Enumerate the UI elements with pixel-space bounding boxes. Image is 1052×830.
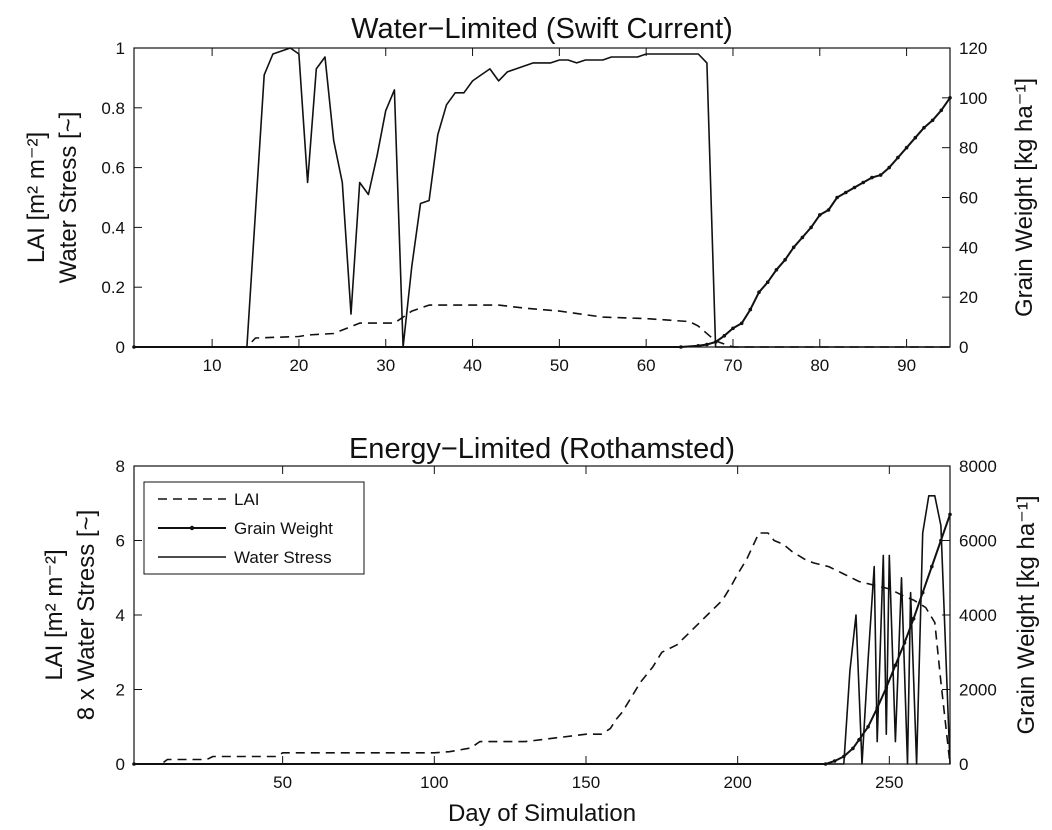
chart0-grain-weight-point	[844, 190, 848, 195]
chart1-x-tick-label: 250	[875, 773, 903, 792]
chart0-series-group	[132, 47, 952, 349]
chart0-grain-weight-point	[783, 258, 787, 262]
chart1-legend: LAI Grain Weight Water Stress	[143, 481, 365, 575]
chart0-series-grain-weight-line	[134, 97, 951, 348]
chart0-y2-tick-label: 60	[959, 189, 978, 208]
chart0-grain-weight-point	[791, 245, 796, 250]
chart0-grain-weight-point	[748, 307, 753, 312]
chart0-series-water-stress-line	[134, 47, 950, 348]
chart0-y2-tick-label: 40	[959, 238, 978, 257]
chart0-x-tick-label: 20	[289, 356, 308, 375]
chart0-grain-weight-point	[904, 145, 909, 150]
chart0-y-tick-label: 0.2	[101, 278, 125, 297]
chart0-y2-tick-label: 100	[959, 89, 987, 108]
chart0-grain-weight-point	[861, 180, 865, 185]
chart1-series-group	[132, 494, 952, 766]
chart0-grain-weight-point	[835, 195, 839, 200]
chart1-y2-tick-label: 8000	[959, 457, 997, 476]
legend-label: Water Stress	[234, 548, 332, 567]
chart1-title: Energy−Limited (Rothamsted)	[349, 433, 735, 465]
chart0-grain-weight-point	[765, 280, 770, 285]
chart0-y-axis-label: LAI [m² m⁻²]	[23, 132, 50, 263]
chart1-y-tick-label: 2	[116, 681, 125, 700]
chart0-y2-tick-label: 20	[959, 288, 978, 307]
chart0-y2-tick-label: 0	[959, 338, 968, 357]
chart1-y2-tick-label: 0	[959, 755, 968, 774]
chart0-y2-tick-label: 80	[959, 139, 978, 158]
chart1-y2-tick-label: 4000	[959, 606, 997, 625]
chart1-grain-weight-point	[851, 746, 855, 751]
chart0-grain-weight-point	[930, 118, 935, 123]
chart0-grain-weight-point	[913, 135, 918, 140]
chart0-y-tick-label: 0.4	[101, 218, 125, 237]
chart0-grain-weight-point	[809, 225, 813, 230]
chart0-y-tick-label: 0.6	[101, 159, 125, 178]
chart0-y2-axis-label: Grain Weight [kg ha⁻¹]	[1011, 78, 1038, 317]
chart0-x-tick-label: 30	[376, 356, 395, 375]
chart0-grain-weight-point	[739, 321, 744, 326]
chart0-x-tick-label: 80	[810, 356, 829, 375]
chart1-x-tick-label: 100	[420, 773, 448, 792]
chart0-y-tick-label: 0.8	[101, 99, 125, 118]
chart1-y-axis-label: LAI [m² m⁻²]	[41, 549, 68, 680]
chart1-grain-weight-point	[930, 564, 934, 569]
chart1-y2-tick-label: 6000	[959, 532, 997, 551]
legend-label: LAI	[234, 490, 260, 509]
chart1-series-water-stress-line	[134, 494, 951, 765]
chart0-panel: Water−Limited (Swift Current)10 20 30 40 50 6…	[23, 13, 1038, 375]
chart0-series-lai-line	[134, 304, 950, 348]
chart0-grain-weight-point	[878, 173, 883, 177]
chart0-x-tick-label: 70	[724, 356, 743, 375]
chart1-x-tick-label: 200	[723, 773, 751, 792]
chart1-grain-weight-point	[911, 616, 916, 621]
chart0-grain-weight-point	[939, 108, 944, 113]
chart1-x-tick-label: 150	[572, 773, 600, 792]
chart1-grain-weight-point	[893, 663, 898, 668]
chart0-grain-weight-point	[852, 185, 857, 190]
chart0-grain-weight-point	[818, 213, 822, 217]
chart0-grain-weight-point	[870, 175, 874, 180]
chart0-y-tick-label: 0	[116, 338, 125, 357]
chart1-x-axis-label: Day of Simulation	[448, 800, 636, 827]
chart0-x-tick-label: 60	[637, 356, 656, 375]
chart0-grain-weight-point	[800, 235, 805, 240]
chart1-grain-weight-point	[866, 725, 870, 729]
chart0-y2-tick-label: 120	[959, 39, 987, 58]
chart0-grain-weight-point	[774, 268, 779, 272]
legend-swatch-marker	[189, 525, 195, 531]
chart1-series-lai-line	[134, 532, 951, 765]
chart1-grain-weight-point	[832, 759, 837, 763]
chart0-grain-weight-point	[922, 125, 926, 130]
chart1-y-tick-label: 0	[116, 755, 125, 774]
chart1-y-axis-label: 8 x Water Stress [~]	[73, 510, 100, 721]
chart0-grain-weight-point	[887, 165, 891, 170]
chart1-grain-weight-point	[857, 738, 861, 742]
chart0-y-tick-label: 1	[116, 39, 125, 58]
chart1-x-tick-label: 50	[273, 773, 292, 792]
chart1-y-tick-label: 4	[116, 606, 125, 625]
chart0-x-tick-label: 10	[203, 356, 222, 375]
chart1-y2-tick-label: 2000	[959, 681, 997, 700]
chart0-x-tick-label: 50	[550, 356, 569, 375]
chart0-grain-weight-point	[826, 208, 831, 212]
chart1-y2-axis-label: Grain Weight [kg ha⁻¹]	[1013, 496, 1040, 735]
legend-label: Grain Weight	[234, 519, 333, 538]
chart0-x-tick-label: 90	[897, 356, 916, 375]
chart0-x-tick-label: 40	[463, 356, 482, 375]
chart0-title: Water−Limited (Swift Current)	[351, 13, 733, 45]
chart1-y-tick-label: 6	[116, 532, 125, 551]
chart0-grain-weight-point	[722, 334, 727, 338]
chart1-y-tick-label: 8	[116, 457, 125, 476]
chart0-grain-weight-point	[757, 290, 761, 295]
chart1-panel: Energy−Limited (Rothamsted)50 100 150 200 25…	[41, 433, 1040, 827]
chart1-series-grain-weight-line	[134, 514, 951, 765]
chart0-grain-weight-point	[731, 326, 735, 331]
chart0-grain-weight-point	[705, 342, 709, 347]
chart0-grain-weight-point	[896, 155, 900, 160]
chart0-y-axis-label: Water Stress [~]	[55, 112, 82, 284]
